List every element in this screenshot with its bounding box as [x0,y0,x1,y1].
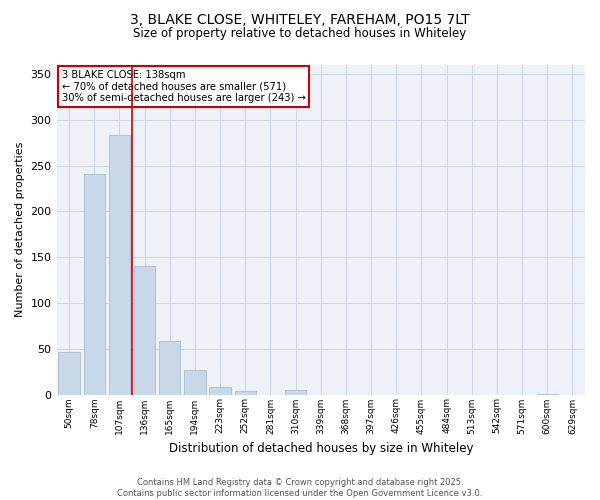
Bar [58,352,80,395]
Bar [184,370,206,394]
X-axis label: Distribution of detached houses by size in Whiteley: Distribution of detached houses by size … [169,442,473,455]
Text: Size of property relative to detached houses in Whiteley: Size of property relative to detached ho… [133,28,467,40]
Text: 3 BLAKE CLOSE: 138sqm
← 70% of detached houses are smaller (571)
30% of semi-det: 3 BLAKE CLOSE: 138sqm ← 70% of detached … [62,70,306,103]
Text: Contains HM Land Registry data © Crown copyright and database right 2025.
Contai: Contains HM Land Registry data © Crown c… [118,478,482,498]
Bar [109,134,130,394]
Bar [235,391,256,394]
Bar [209,387,231,394]
Y-axis label: Number of detached properties: Number of detached properties [15,142,25,318]
Bar [134,266,155,394]
Text: 3, BLAKE CLOSE, WHITELEY, FAREHAM, PO15 7LT: 3, BLAKE CLOSE, WHITELEY, FAREHAM, PO15 … [130,12,470,26]
Bar [83,174,105,394]
Bar [159,340,181,394]
Bar [285,390,307,394]
